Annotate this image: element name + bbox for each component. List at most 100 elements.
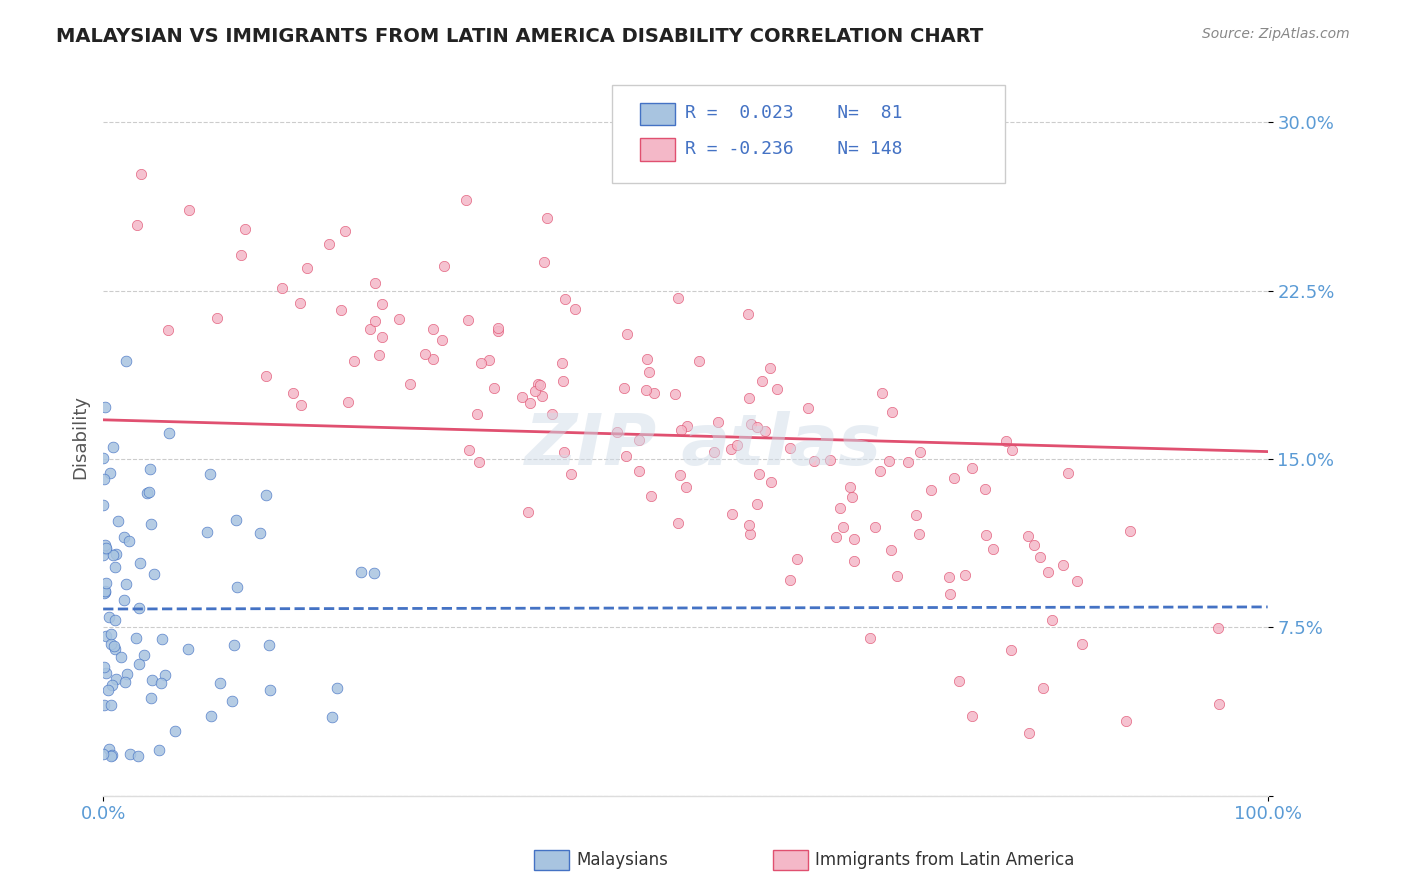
Immigrants from Latin America bbox=[747, 497, 769, 511]
Immigrants from Latin America bbox=[1208, 698, 1230, 712]
Malaysians bbox=[141, 673, 163, 687]
Malaysians bbox=[141, 516, 163, 531]
Immigrants from Latin America bbox=[955, 568, 977, 582]
Malaysians bbox=[138, 484, 160, 499]
Malaysians bbox=[363, 566, 385, 580]
Malaysians bbox=[93, 472, 115, 486]
Immigrants from Latin America bbox=[1040, 613, 1063, 627]
Immigrants from Latin America bbox=[207, 311, 229, 326]
Immigrants from Latin America bbox=[920, 483, 942, 498]
Immigrants from Latin America bbox=[779, 573, 801, 587]
Malaysians bbox=[93, 548, 115, 562]
Malaysians bbox=[225, 581, 247, 595]
Immigrants from Latin America bbox=[844, 533, 866, 547]
Immigrants from Latin America bbox=[766, 382, 789, 396]
Immigrants from Latin America bbox=[482, 381, 505, 395]
Immigrants from Latin America bbox=[613, 381, 636, 395]
Malaysians bbox=[153, 668, 176, 682]
Immigrants from Latin America bbox=[664, 387, 686, 401]
Malaysians bbox=[100, 749, 122, 764]
Immigrants from Latin America bbox=[553, 445, 575, 459]
Immigrants from Latin America bbox=[669, 424, 692, 438]
Malaysians bbox=[97, 609, 120, 624]
Immigrants from Latin America bbox=[676, 418, 699, 433]
Malaysians bbox=[91, 747, 114, 761]
Immigrants from Latin America bbox=[430, 333, 453, 347]
Immigrants from Latin America bbox=[939, 587, 962, 601]
Malaysians bbox=[112, 593, 135, 607]
Malaysians bbox=[114, 577, 136, 591]
Immigrants from Latin America bbox=[859, 631, 882, 645]
Immigrants from Latin America bbox=[387, 312, 409, 326]
Immigrants from Latin America bbox=[828, 500, 851, 515]
Malaysians bbox=[91, 498, 114, 512]
Immigrants from Latin America bbox=[841, 490, 863, 504]
Immigrants from Latin America bbox=[962, 461, 984, 475]
Immigrants from Latin America bbox=[703, 444, 725, 458]
Immigrants from Latin America bbox=[943, 471, 966, 485]
Immigrants from Latin America bbox=[422, 352, 444, 367]
Immigrants from Latin America bbox=[271, 281, 294, 295]
Immigrants from Latin America bbox=[127, 218, 149, 232]
Immigrants from Latin America bbox=[737, 307, 759, 321]
Malaysians bbox=[98, 741, 121, 756]
Immigrants from Latin America bbox=[433, 259, 456, 273]
Immigrants from Latin America bbox=[869, 464, 891, 478]
Malaysians bbox=[115, 354, 138, 368]
Malaysians bbox=[259, 682, 281, 697]
Malaysians bbox=[143, 567, 166, 582]
Malaysians bbox=[107, 514, 129, 528]
Malaysians bbox=[105, 547, 128, 561]
Immigrants from Latin America bbox=[824, 530, 846, 544]
Immigrants from Latin America bbox=[1036, 566, 1059, 580]
Immigrants from Latin America bbox=[458, 443, 481, 458]
Malaysians bbox=[163, 723, 186, 738]
Malaysians bbox=[128, 601, 150, 615]
Immigrants from Latin America bbox=[177, 203, 200, 218]
Malaysians bbox=[221, 694, 243, 708]
Immigrants from Latin America bbox=[297, 260, 319, 275]
Immigrants from Latin America bbox=[254, 369, 277, 384]
Immigrants from Latin America bbox=[478, 352, 501, 367]
Immigrants from Latin America bbox=[413, 346, 436, 360]
Immigrants from Latin America bbox=[669, 468, 692, 483]
Immigrants from Latin America bbox=[1000, 643, 1022, 657]
Immigrants from Latin America bbox=[519, 396, 541, 410]
Immigrants from Latin America bbox=[359, 322, 381, 336]
Immigrants from Latin America bbox=[976, 528, 998, 542]
Immigrants from Latin America bbox=[938, 570, 960, 584]
Malaysians bbox=[100, 627, 122, 641]
Immigrants from Latin America bbox=[640, 489, 662, 503]
Immigrants from Latin America bbox=[329, 303, 352, 318]
Malaysians bbox=[350, 565, 373, 579]
Immigrants from Latin America bbox=[616, 449, 638, 463]
Malaysians bbox=[249, 526, 271, 541]
Immigrants from Latin America bbox=[129, 167, 152, 181]
Immigrants from Latin America bbox=[740, 417, 762, 431]
Immigrants from Latin America bbox=[229, 248, 252, 262]
Immigrants from Latin America bbox=[627, 433, 650, 447]
Malaysians bbox=[222, 638, 245, 652]
Malaysians bbox=[141, 690, 163, 705]
Immigrants from Latin America bbox=[803, 454, 825, 468]
Text: Immigrants from Latin America: Immigrants from Latin America bbox=[815, 851, 1074, 869]
Immigrants from Latin America bbox=[371, 329, 394, 343]
Malaysians bbox=[104, 560, 127, 574]
Immigrants from Latin America bbox=[908, 527, 931, 541]
Immigrants from Latin America bbox=[981, 542, 1004, 557]
Malaysians bbox=[127, 749, 149, 764]
Immigrants from Latin America bbox=[536, 211, 558, 226]
Malaysians bbox=[101, 678, 124, 692]
Malaysians bbox=[148, 743, 170, 757]
Immigrants from Latin America bbox=[233, 221, 256, 235]
Immigrants from Latin America bbox=[533, 255, 555, 269]
Immigrants from Latin America bbox=[454, 194, 477, 208]
Malaysians bbox=[93, 660, 115, 674]
Immigrants from Latin America bbox=[290, 398, 312, 412]
Immigrants from Latin America bbox=[1070, 637, 1092, 651]
Text: R = -0.236    N= 148: R = -0.236 N= 148 bbox=[685, 140, 903, 158]
Immigrants from Latin America bbox=[364, 276, 387, 290]
Immigrants from Latin America bbox=[879, 543, 901, 558]
Immigrants from Latin America bbox=[1022, 538, 1045, 552]
Malaysians bbox=[93, 583, 115, 598]
